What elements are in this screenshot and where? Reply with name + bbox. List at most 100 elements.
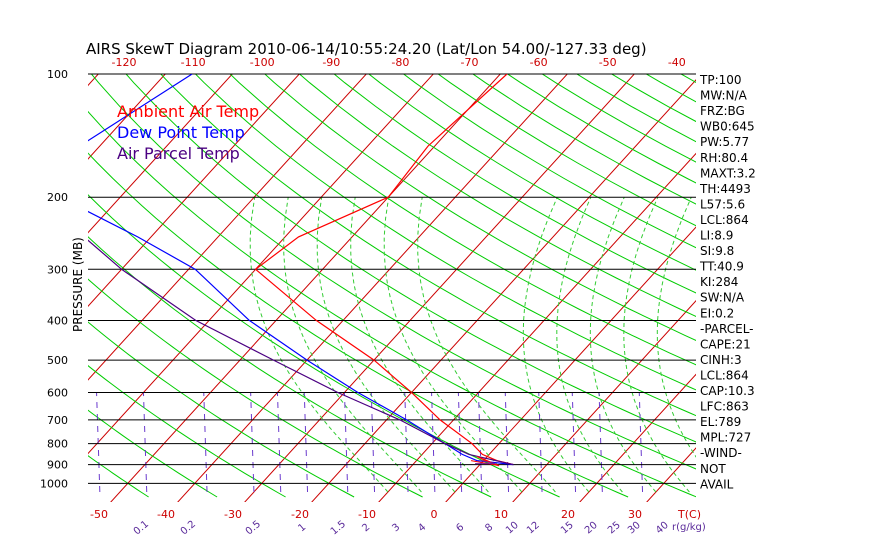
mixing-ratio-line <box>343 392 349 493</box>
index-entry: PW:5.77 <box>700 135 749 149</box>
pressure-tick-label: 1000 <box>40 477 68 490</box>
mixing-ratio-label: 0.5 <box>244 519 263 538</box>
index-entry: CAP:10.3 <box>700 384 755 398</box>
mixing-ratio-label: 8 <box>483 522 495 535</box>
dry-adiabat-line <box>88 409 218 498</box>
top-temp-tick: -90 <box>322 56 340 69</box>
mixing-ratio-label: 6 <box>454 522 466 535</box>
dry-adiabat-line <box>88 236 492 498</box>
index-entry: TH:4493 <box>699 182 751 196</box>
isotherm-line <box>88 74 166 160</box>
pressure-tick-label: 900 <box>47 459 68 472</box>
mixing-ratio-line <box>431 392 436 493</box>
bottom-temp-tick: -20 <box>291 508 309 521</box>
index-entry: L57:5.6 <box>700 197 745 211</box>
dry-adiabat-line <box>816 55 870 497</box>
mixing-ratio-line <box>404 392 409 493</box>
top-temp-tick: -60 <box>530 56 548 69</box>
mixing-ratio-line <box>276 392 282 493</box>
index-entry: LFC:863 <box>700 400 749 414</box>
dry-adiabat-line <box>298 74 696 317</box>
wind-barb <box>470 456 500 467</box>
mixing-ratio-label: 15 <box>559 520 576 537</box>
index-entry: RH:80.4 <box>700 151 748 165</box>
mixing-ratio-line <box>477 392 483 493</box>
dry-adiabat-line <box>506 74 696 184</box>
mixing-ratio-label: 10 <box>504 520 521 537</box>
mixing-ratio-line <box>96 392 101 493</box>
legend-item: Air Parcel Temp <box>117 144 240 163</box>
dry-adiabat-line <box>783 55 870 497</box>
bottom-temp-tick: -30 <box>224 508 242 521</box>
index-entry: LCL:864 <box>700 368 749 382</box>
mixing-ratio-label: 12 <box>525 520 542 537</box>
top-temp-tick: -50 <box>599 56 617 69</box>
dry-adiabat-line <box>88 455 149 498</box>
index-entry: EI:0.2 <box>700 306 734 320</box>
pressure-tick-label: 600 <box>47 387 68 400</box>
surface-barb-inner <box>475 460 496 465</box>
index-entry: CINH:3 <box>700 353 742 367</box>
index-entry: MW:N/A <box>700 89 748 103</box>
pressure-tick-label: 700 <box>47 414 68 427</box>
top-temp-tick: -120 <box>112 56 137 69</box>
mixing-ratio-label: 1 <box>296 522 308 535</box>
series-line-dew-point-temp <box>88 74 514 466</box>
moist-adiabat-line <box>316 197 456 493</box>
dry-adiabat-line <box>368 74 696 271</box>
mixing-ratio-line <box>538 392 543 493</box>
dry-adiabat-line <box>88 365 286 498</box>
mixing-ratio-line <box>250 392 255 493</box>
index-entry: -WIND- <box>700 446 742 460</box>
pressure-tick-label: 400 <box>47 314 68 327</box>
dry-adiabat-line <box>229 74 696 366</box>
moist-adiabat-line <box>283 197 422 493</box>
y-axis-label: PRESSURE (MB) <box>71 237 85 332</box>
index-entry: LI:8.9 <box>700 229 733 243</box>
pressure-tick-label: 100 <box>47 68 68 81</box>
index-entry: TT:40.9 <box>699 260 744 274</box>
series-line-ambient-air-temp <box>254 74 514 466</box>
dry-adiabat-line <box>88 110 696 498</box>
stability-indices: TP:100MW:N/AFRZ:BGWB0:645PW:5.77RH:80.4M… <box>699 73 756 491</box>
top-temp-tick: -100 <box>250 56 275 69</box>
mixing-ratio-label: 0.1 <box>132 519 151 538</box>
dry-adiabat-line <box>680 74 696 84</box>
mixing-ratio-line <box>571 392 577 493</box>
moist-adiabat-line <box>417 197 556 493</box>
mixing-ratio-line <box>598 392 603 493</box>
moist-adiabat-line <box>589 197 657 493</box>
mixing-ratio-line <box>203 392 208 493</box>
index-entry: NOT <box>700 462 726 476</box>
mixing-ratio-line <box>457 392 463 493</box>
dry-adiabat-line <box>541 74 696 163</box>
bottom-temp-tick: 20 <box>561 508 575 521</box>
index-entry: EL:789 <box>700 415 741 429</box>
isotherm-line <box>763 54 870 522</box>
index-entry: KI:284 <box>700 275 738 289</box>
mixing-ratio-label: 40 <box>654 520 671 537</box>
pressure-tick-label: 200 <box>47 191 68 204</box>
moist-adiabat-line <box>656 197 696 458</box>
dry-adiabat-line <box>264 74 696 341</box>
index-entry: TP:100 <box>699 73 742 87</box>
series-line-air-parcel-temp <box>88 239 514 466</box>
dry-adiabat-line <box>333 74 696 294</box>
pressure-tick-label: 500 <box>47 354 68 367</box>
isotherm-line <box>830 54 870 522</box>
dry-adiabat-line <box>437 74 696 227</box>
index-entry: CAPE:21 <box>700 337 751 351</box>
mixing-ratio-line <box>504 392 510 493</box>
moist-adiabat-line <box>623 197 690 493</box>
mixing-ratio-label: 3 <box>390 522 402 535</box>
mixing-ratio-line <box>638 392 644 493</box>
dry-adiabat-line <box>125 74 696 443</box>
bottom-unit-label: T(C) <box>677 508 701 521</box>
mixing-ratio-label: 0.2 <box>179 519 198 538</box>
pressure-tick-labels: 100 200 300 400 500 600 700 800 900 1000 <box>40 68 68 490</box>
dry-adiabat-line <box>88 278 423 498</box>
isotherm-line <box>88 74 233 234</box>
index-entry: SI:9.8 <box>700 244 734 258</box>
index-entry: SW:N/A <box>700 291 745 305</box>
